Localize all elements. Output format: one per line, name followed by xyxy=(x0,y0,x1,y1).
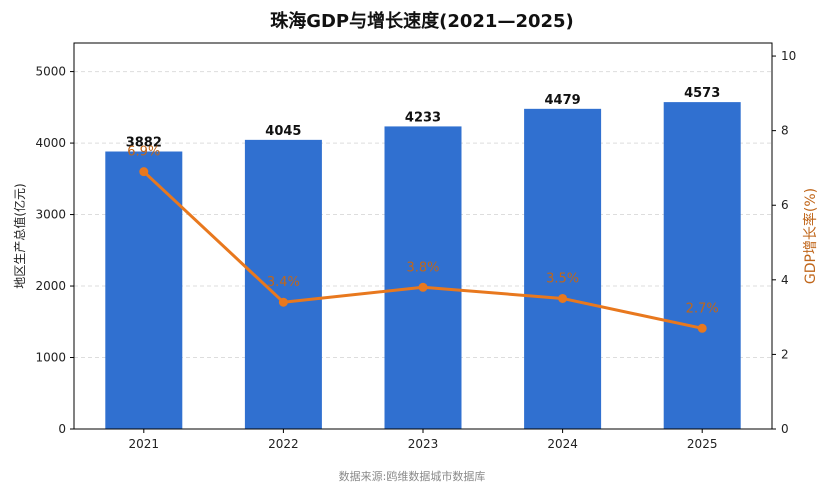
right-axis-ticks: 0 2 4 6 8 10 xyxy=(772,49,796,436)
growth-point-2023 xyxy=(418,282,428,292)
growth-point-2025 xyxy=(697,323,707,333)
right-tick-label: 2 xyxy=(781,347,789,361)
y2-axis-label: GDP增长率(%) xyxy=(802,188,819,284)
rate-value-label: 3.5% xyxy=(546,271,579,286)
rate-value-label: 3.4% xyxy=(267,275,300,290)
x-tick-label: 2024 xyxy=(547,437,578,451)
x-axis-ticks: 2021 2022 2023 2024 2025 xyxy=(129,429,718,451)
left-tick-label: 2000 xyxy=(35,279,66,293)
bar-value-label: 4045 xyxy=(265,124,301,139)
bars xyxy=(105,102,741,430)
rate-value-label: 2.7% xyxy=(686,301,719,316)
grid-lines xyxy=(74,71,772,359)
bar-2025 xyxy=(663,102,741,430)
x-tick-label: 2025 xyxy=(687,437,718,451)
bar-value-label: 4233 xyxy=(405,110,441,125)
x-tick-label: 2023 xyxy=(408,437,439,451)
rate-value-labels: 6.9% 3.4% 3.8% 3.5% 2.7% xyxy=(127,145,718,317)
x-tick-label: 2022 xyxy=(268,437,299,451)
rate-value-label: 6.9% xyxy=(127,145,160,160)
rate-value-label: 3.8% xyxy=(406,260,439,275)
bar-value-label: 3882 xyxy=(126,136,162,151)
growth-line xyxy=(139,167,707,333)
left-axis-ticks: 0 1000 2000 3000 4000 5000 xyxy=(35,65,74,436)
bar-2024 xyxy=(524,108,602,429)
growth-point-2024 xyxy=(558,293,568,303)
right-tick-label: 0 xyxy=(781,422,789,436)
right-tick-label: 4 xyxy=(781,273,789,287)
bar-2023 xyxy=(384,126,462,430)
left-tick-label: 1000 xyxy=(35,351,66,365)
right-tick-label: 8 xyxy=(781,124,789,138)
right-tick-label: 6 xyxy=(781,198,789,212)
x-tick-label: 2021 xyxy=(129,437,160,451)
bar-2021 xyxy=(105,151,183,429)
left-tick-label: 3000 xyxy=(35,208,66,222)
y-axis-label: 地区生产总值(亿元) xyxy=(12,183,27,288)
growth-point-2022 xyxy=(278,297,288,307)
left-tick-label: 0 xyxy=(58,422,66,436)
bar-value-label: 4573 xyxy=(684,86,720,101)
bar-value-label: 4479 xyxy=(545,93,581,108)
bar-2022 xyxy=(244,139,322,429)
left-tick-label: 5000 xyxy=(35,65,66,79)
chart-title: 珠海GDP与增长速度(2021—2025) xyxy=(270,10,574,32)
right-tick-label: 10 xyxy=(781,49,796,63)
bar-value-labels: 3882 4045 4233 4479 4573 xyxy=(126,86,721,150)
source-note: 数据来源:鸥维数据城市数据库 xyxy=(339,469,486,483)
growth-point-2021 xyxy=(139,167,149,177)
left-tick-label: 4000 xyxy=(35,136,66,150)
